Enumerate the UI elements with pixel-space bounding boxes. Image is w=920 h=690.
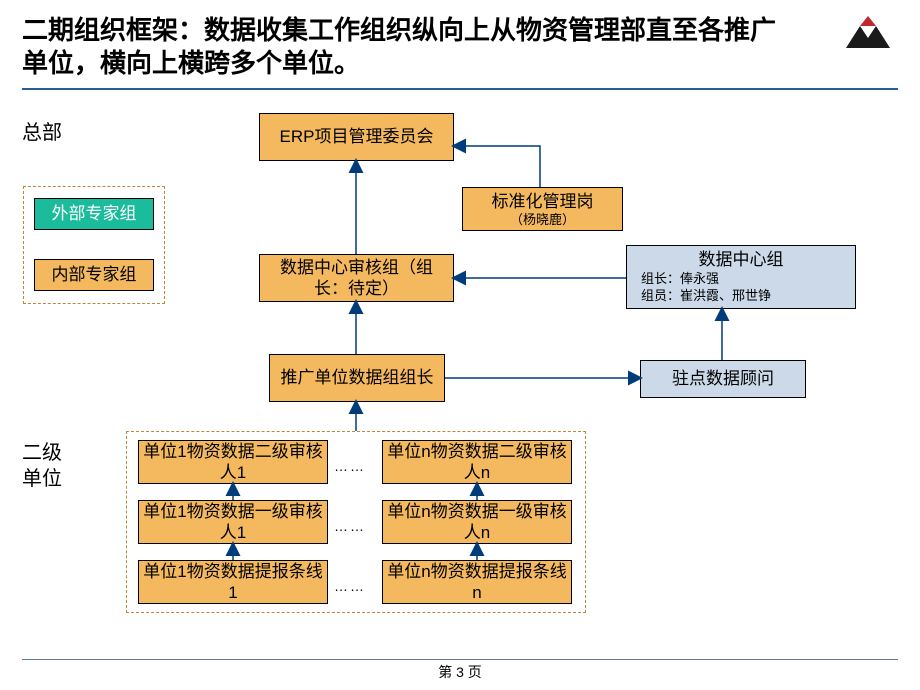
node-text: 数据中心组 (699, 249, 784, 270)
node-internal-experts: 内部专家组 (34, 259, 154, 291)
node-text: 单位n物资数据提报条线n (387, 561, 567, 604)
node-external-experts: 外部专家组 (34, 198, 154, 230)
page-number: 第 3 页 (0, 662, 920, 682)
node-text: 单位1物资数据一级审核人1 (143, 501, 323, 544)
node-erp-committee: ERP项目管理委员会 (259, 113, 454, 161)
logo-icon (840, 14, 896, 52)
node-text: 单位n物资数据一级审核人n (387, 501, 567, 544)
node-unitn-submit: 单位n物资数据提报条线n (382, 560, 572, 604)
title-underline (22, 88, 898, 90)
ellipsis-icon: …… (334, 518, 366, 534)
ellipsis-icon: …… (334, 458, 366, 474)
node-text: 标准化管理岗 (492, 191, 594, 212)
node-subtext: （杨晓鹿） (510, 212, 575, 228)
node-consultant: 驻点数据顾问 (640, 360, 806, 398)
node-text: 单位n物资数据二级审核人n (387, 441, 567, 484)
node-subtext: 组长：俸永强 (631, 271, 719, 288)
node-standardization: 标准化管理岗 （杨晓鹿） (462, 187, 623, 231)
node-text: 驻点数据顾问 (672, 368, 774, 389)
slide-title: 二期组织框架：数据收集工作组织纵向上从物资管理部直至各推广单位，横向上横跨多个单… (22, 14, 782, 79)
label-l2unit: 二级单位 (22, 440, 74, 492)
node-text: 外部专家组 (52, 203, 137, 224)
slide-title-area: 二期组织框架：数据收集工作组织纵向上从物资管理部直至各推广单位，横向上横跨多个单… (22, 14, 782, 79)
node-unit-leader: 推广单位数据组组长 (269, 354, 445, 402)
node-subtext: 组员：崔洪霞、邢世铮 (631, 288, 771, 305)
footer-line (22, 659, 898, 660)
node-text: ERP项目管理委员会 (280, 126, 434, 147)
node-unit1-l2reviewer: 单位1物资数据二级审核人1 (138, 440, 328, 484)
node-text: 数据中心审核组（组长：待定） (264, 257, 449, 300)
node-datacenter-group: 数据中心组 组长：俸永强 组员：崔洪霞、邢世铮 (626, 245, 856, 309)
node-text: 推广单位数据组组长 (281, 367, 434, 388)
node-audit-group: 数据中心审核组（组长：待定） (259, 254, 454, 302)
node-text: 内部专家组 (52, 264, 137, 285)
node-unitn-l1reviewer: 单位n物资数据一级审核人n (382, 500, 572, 544)
ellipsis-icon: …… (334, 578, 366, 594)
node-unitn-l2reviewer: 单位n物资数据二级审核人n (382, 440, 572, 484)
node-text: 单位1物资数据二级审核人1 (143, 441, 323, 484)
label-hq: 总部 (22, 116, 62, 145)
node-unit1-submit: 单位1物资数据提报条线1 (138, 560, 328, 604)
node-text: 单位1物资数据提报条线1 (143, 561, 323, 604)
node-unit1-l1reviewer: 单位1物资数据一级审核人1 (138, 500, 328, 544)
